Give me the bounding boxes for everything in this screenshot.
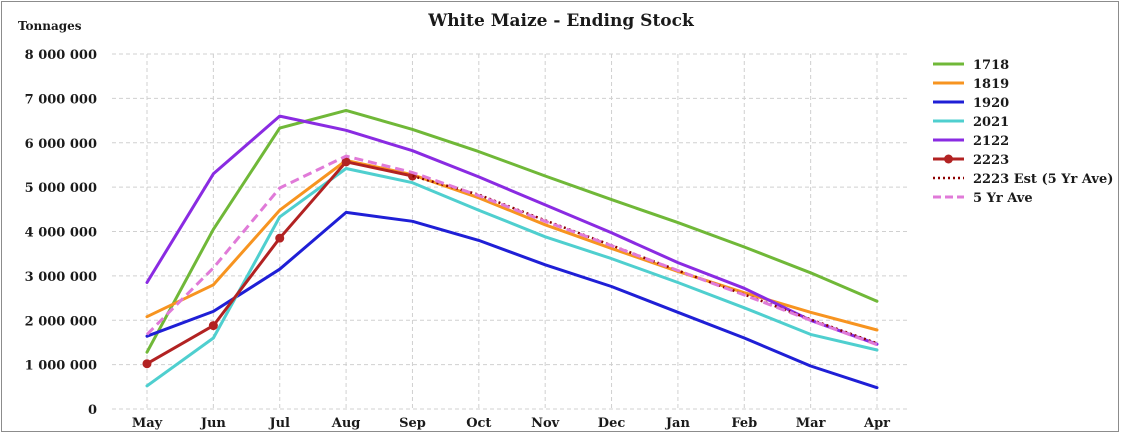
- y-tick-label: 2 000 000: [25, 314, 97, 329]
- data-point-marker: [142, 359, 152, 369]
- x-tick-label: Apr: [863, 416, 890, 431]
- legend-label: 2223 Est (5 Yr Ave): [973, 172, 1113, 187]
- legend-label: 5 Yr Ave: [973, 191, 1033, 206]
- y-tick-label: 5 000 000: [25, 181, 97, 196]
- x-tick-label: May: [132, 416, 163, 431]
- series-layer: [142, 108, 879, 390]
- legend-label: 1920: [973, 96, 1009, 111]
- legend-label: 2021: [973, 115, 1009, 130]
- series-line-2122: [145, 114, 879, 346]
- y-tick-label: 6 000 000: [25, 137, 97, 152]
- x-tick-label: Oct: [466, 416, 491, 431]
- data-point-marker: [341, 157, 351, 167]
- x-tick-label: Jan: [665, 416, 691, 431]
- x-tick-label: Jun: [200, 416, 227, 431]
- series-line-5-yr-ave: [145, 154, 878, 347]
- series-line-1718: [145, 108, 879, 354]
- x-tick-label: Nov: [531, 416, 560, 431]
- y-tick-label: 3 000 000: [25, 270, 97, 285]
- data-point-marker: [275, 233, 285, 243]
- x-tick-label: Aug: [331, 416, 361, 431]
- legend-label: 1819: [973, 77, 1009, 92]
- grid-layer: [112, 53, 910, 410]
- series-line-2021: [145, 167, 879, 388]
- series-line-1920: [145, 210, 879, 390]
- y-tick-label: 7 000 000: [25, 92, 97, 107]
- axis-layer: 0 1 000 000 2 000 000 3 000 000 4 000 000 5 0…: [25, 48, 891, 431]
- x-tick-label: Mar: [796, 416, 826, 431]
- chart-title: White Maize - Ending Stock: [427, 11, 695, 31]
- series-line-1819: [145, 159, 879, 332]
- y-axis-label: Tonnages: [18, 19, 82, 33]
- y-tick-label: 4 000 000: [25, 226, 97, 241]
- legend: 1718 1819 1920 2021 2122 2223 2223 Est (5 Yr A…: [933, 58, 1113, 206]
- y-tick-label: 0: [88, 403, 97, 418]
- data-point-marker: [208, 321, 218, 331]
- legend-label: 2223: [973, 153, 1009, 168]
- x-tick-label: Feb: [731, 416, 757, 431]
- legend-label: 2122: [973, 134, 1009, 149]
- x-tick-label: Sep: [399, 416, 426, 431]
- y-tick-label: 1 000 000: [25, 359, 97, 374]
- x-tick-label: Jul: [268, 416, 290, 431]
- y-tick-label: 8 000 000: [25, 48, 97, 63]
- series-line-2223: [145, 160, 414, 366]
- legend-label: 1718: [973, 58, 1009, 73]
- x-tick-label: Dec: [598, 416, 626, 431]
- legend-marker: [944, 154, 953, 164]
